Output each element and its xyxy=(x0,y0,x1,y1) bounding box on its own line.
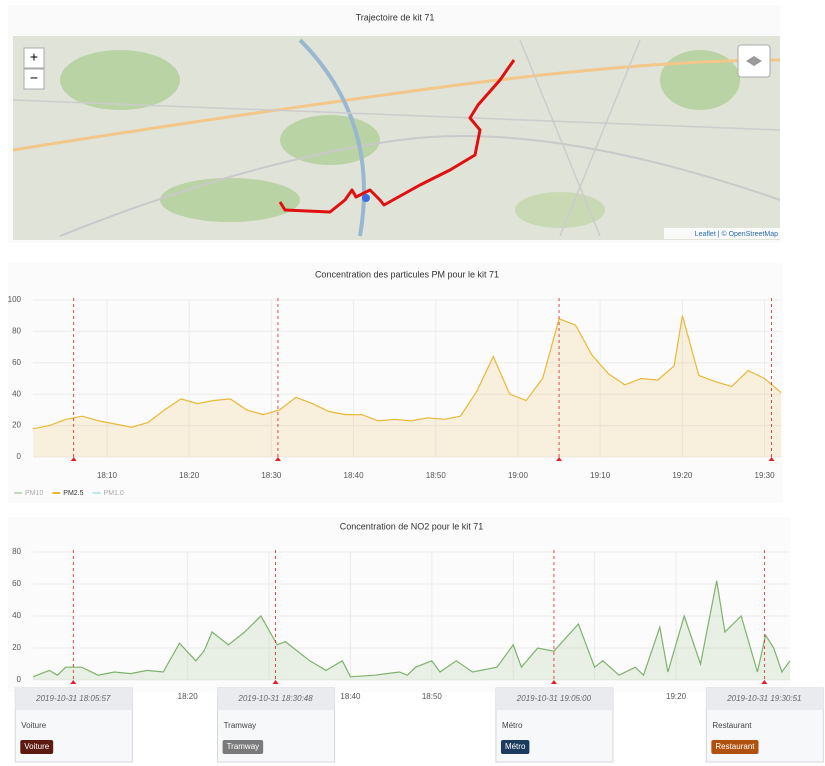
x-tick-label: 18:40 xyxy=(344,471,365,480)
x-tick-label: 18:30 xyxy=(261,471,282,480)
dashboard: Trajectoire de kit 71 + − Leaflet | © Op… xyxy=(0,0,825,766)
x-tick-label: 18:10 xyxy=(97,471,118,480)
tooltip-label: Métro xyxy=(502,721,523,730)
zoom-out-label[interactable]: − xyxy=(30,70,38,86)
x-tick-label: 18:20 xyxy=(179,471,200,480)
tooltip-tag-label: Voiture xyxy=(24,742,49,751)
annotation-tooltip: 2019-10-31 19:30:51 Restaurant Restaurant xyxy=(706,688,823,762)
map-park xyxy=(160,178,300,222)
map-park xyxy=(515,192,605,228)
tooltip-tag-label: Métro xyxy=(505,742,526,751)
annotation-tooltip: 2019-10-31 19:05:00 Métro Métro xyxy=(496,688,613,762)
legend-label: PM1.0 xyxy=(104,490,124,497)
y-tick-label: 20 xyxy=(12,643,21,652)
map-title: Trajectoire de kit 71 xyxy=(356,12,435,22)
y-tick-label: 40 xyxy=(12,611,21,620)
tooltip-label: Tramway xyxy=(224,721,257,730)
y-tick-label: 20 xyxy=(12,421,21,430)
annotation-tooltip: 2019-10-31 18:05:57 Voiture Voiture xyxy=(15,688,132,762)
y-tick-label: 60 xyxy=(12,358,21,367)
x-tick-label: 18:40 xyxy=(340,692,361,701)
tooltip-time: 2019-10-31 18:30:48 xyxy=(237,694,313,703)
current-position xyxy=(362,194,370,202)
legend-label: PM2.5 xyxy=(63,490,83,497)
chart-title: Concentration des particules PM pour le … xyxy=(315,269,499,279)
legend-label: PM10 xyxy=(25,490,43,497)
y-tick-label: 0 xyxy=(17,675,22,684)
y-tick-label: 60 xyxy=(12,579,21,588)
dashboard-canvas: Trajectoire de kit 71 + − Leaflet | © Op… xyxy=(0,0,825,766)
tooltip-label: Voiture xyxy=(21,721,46,730)
tooltip-time: 2019-10-31 19:05:00 xyxy=(516,694,592,703)
x-tick-label: 19:20 xyxy=(672,471,693,480)
tooltip-time: 2019-10-31 19:30:51 xyxy=(726,694,801,703)
map-park xyxy=(60,50,180,110)
tooltip-label: Restaurant xyxy=(712,721,752,730)
x-tick-label: 18:50 xyxy=(426,471,447,480)
tooltip-time: 2019-10-31 18:05:57 xyxy=(35,694,111,703)
map-attribution[interactable]: Leaflet | © OpenStreetMap xyxy=(695,230,778,238)
x-tick-label: 19:30 xyxy=(755,471,776,480)
y-tick-label: 40 xyxy=(12,389,21,398)
x-tick-label: 18:50 xyxy=(422,692,443,701)
tooltip-tag-label: Restaurant xyxy=(715,742,755,751)
map[interactable]: + − Leaflet | © OpenStreetMap xyxy=(13,36,780,240)
x-tick-label: 19:10 xyxy=(590,471,611,480)
annotation-tooltip: 2019-10-31 18:30:48 Tramway Tramway xyxy=(218,688,335,762)
y-tick-label: 80 xyxy=(12,547,21,556)
zoom-in-label[interactable]: + xyxy=(30,49,38,65)
x-tick-label: 18:20 xyxy=(178,692,199,701)
x-tick-label: 19:20 xyxy=(666,692,687,701)
y-tick-label: 100 xyxy=(8,295,22,304)
map-park xyxy=(280,115,380,165)
x-tick-label: 19:00 xyxy=(508,471,529,480)
y-tick-label: 0 xyxy=(17,452,22,461)
tooltip-tag-label: Tramway xyxy=(227,742,260,751)
chart-title: Concentration de NO2 pour le kit 71 xyxy=(340,521,484,531)
y-tick-label: 80 xyxy=(12,327,21,336)
map-park xyxy=(660,50,740,110)
